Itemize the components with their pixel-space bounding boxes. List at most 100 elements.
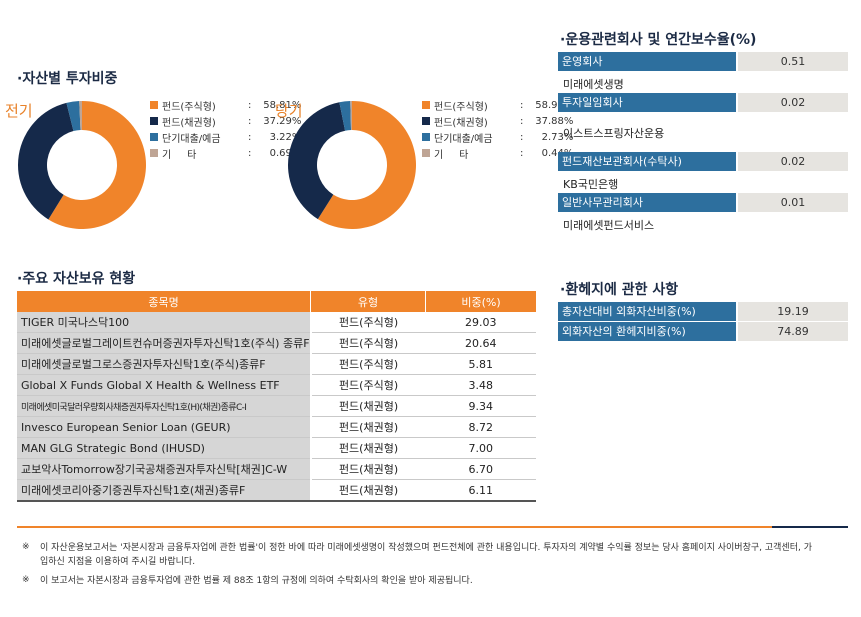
holding-name: Global X Funds Global X Health & Wellnes… xyxy=(17,374,312,396)
holding-name: 미래에셋글로벌그레이트컨슈머증권자투자신탁1호(주식) 종류F xyxy=(17,332,312,354)
fee-row: 일반사무관리회사 0.01 xyxy=(558,193,848,212)
legend-swatch xyxy=(150,149,158,157)
holding-weight: 5.81 xyxy=(425,353,536,375)
donut-slice xyxy=(317,101,416,229)
legend-separator: : xyxy=(520,115,524,127)
legend-separator: : xyxy=(520,147,524,159)
holding-weight: 3.48 xyxy=(425,374,536,396)
curr-period-donut-chart xyxy=(288,101,416,229)
holding-weight: 9.34 xyxy=(425,395,536,417)
prev-period-label: 전기 xyxy=(5,102,33,120)
fee-row: 펀드재산보관회사(수탁사) 0.02 xyxy=(558,152,848,171)
hedge-row: 총자산대비 외화자산비중(%) 19.19 xyxy=(558,302,848,321)
holdings-title: ·주요 자산보유 현황 xyxy=(17,271,136,287)
legend-label: 펀드(채권형) xyxy=(162,117,216,129)
holding-type: 펀드(채권형) xyxy=(310,395,426,417)
asset-allocation-title: ·자산별 투자비중 xyxy=(17,71,118,87)
legend-item: 기 타: 0.69% xyxy=(150,145,301,161)
fee-company: 이스트스프링자산운용 xyxy=(563,127,665,140)
donut-slice xyxy=(79,101,82,131)
legend-item: 펀드(주식형):58.81% xyxy=(150,97,301,113)
hedge-value: 19.19 xyxy=(738,302,848,321)
legend-item: 단기대출/예금: 2.73% xyxy=(422,129,573,145)
divider-orange xyxy=(17,526,772,528)
fee-role: 펀드재산보관회사(수탁사) xyxy=(558,152,738,171)
holding-type: 펀드(주식형) xyxy=(310,332,426,354)
holdings-table: 종목명 유형 비중(%) TIGER 미국나스닥100 펀드(주식형) 29.03 미… xyxy=(17,291,536,502)
fee-rate: 0.02 xyxy=(738,152,848,171)
holding-type: 펀드(채권형) xyxy=(310,437,426,459)
holding-type: 펀드(채권형) xyxy=(310,479,426,502)
curr-period-legend: 펀드(주식형):58.96% 펀드(채권형):37.88% 단기대출/예금:2.73… xyxy=(422,97,573,161)
col-header-name: 종목명 xyxy=(17,291,312,312)
fee-role: 운영회사 xyxy=(558,52,738,71)
table-row: 미래에셋글로벌그로스증권자투자신탁1호(주식)종류F 펀드(주식형) 5.81 xyxy=(17,353,536,375)
holding-weight: 20.64 xyxy=(425,332,536,354)
holding-weight: 7.00 xyxy=(425,437,536,459)
holding-weight: 6.11 xyxy=(425,479,536,502)
holding-weight: 6.70 xyxy=(425,458,536,480)
legend-separator: : xyxy=(248,131,252,143)
legend-label: 단기대출/예금 xyxy=(434,133,493,145)
donut-slice xyxy=(339,101,352,131)
hedge-title: ·환헤지에 관한 사항 xyxy=(560,282,679,298)
legend-value: 37.29% xyxy=(263,115,302,127)
legend-value: 0.69% xyxy=(269,147,302,159)
footnote-1-line-1: 이 자산운용보고서는 '자본시장과 금융투자업에 관한 법률'이 정한 바에 따… xyxy=(40,543,812,553)
hedge-label: 총자산대비 외화자산비중(%) xyxy=(558,302,738,321)
fee-role: 투자일임회사 xyxy=(558,93,738,112)
footnote-mark: ※ xyxy=(22,575,30,585)
legend-item: 단기대출/예금: 3.22% xyxy=(150,129,301,145)
donut-slice xyxy=(66,101,81,132)
table-row: Invesco European Senior Loan (GEUR) 펀드(채권… xyxy=(17,416,536,438)
holding-type: 펀드(채권형) xyxy=(310,458,426,480)
holding-name: 교보악사Tomorrow장기국공채증권자투자신탁[채권]C-W xyxy=(17,458,312,480)
fee-row: 운영회사 0.51 xyxy=(558,52,848,71)
table-row: 미래에셋글로벌그레이트컨슈머증권자투자신탁1호(주식) 종류F 펀드(주식형) 20… xyxy=(17,332,536,354)
legend-swatch xyxy=(422,117,430,125)
legend-value: 0.44% xyxy=(523,148,574,159)
legend-swatch xyxy=(150,117,158,125)
fee-company: KB국민은행 xyxy=(563,178,619,191)
legend-swatch xyxy=(150,133,158,141)
legend-value: 58.81% xyxy=(263,99,302,111)
legend-separator: : xyxy=(248,115,252,127)
holding-name: Invesco European Senior Loan (GEUR) xyxy=(17,416,312,438)
table-row: TIGER 미국나스닥100 펀드(주식형) 29.03 xyxy=(17,312,536,333)
legend-label: 펀드(채권형) xyxy=(434,117,488,129)
footnote-1-line-2: 입하신 지점을 이용하여 주시길 바랍니다. xyxy=(40,557,196,567)
table-row: 미래에셋미국달러우량회사채증권자투자신탁1호(H)(채권)종류C-I 펀드(채권형… xyxy=(17,395,536,417)
fee-company: 미래에셋생명 xyxy=(563,78,624,91)
legend-swatch xyxy=(422,133,430,141)
holding-type: 펀드(주식형) xyxy=(310,374,426,396)
legend-value: 58.96% xyxy=(535,99,574,111)
holding-type: 펀드(주식형) xyxy=(310,353,426,375)
fee-row: 투자일임회사 0.02 xyxy=(558,93,848,112)
col-header-weight: 비중(%) xyxy=(425,291,536,312)
holding-name: TIGER 미국나스닥100 xyxy=(17,312,312,333)
legend-separator: : xyxy=(248,99,252,111)
fee-role: 일반사무관리회사 xyxy=(558,193,738,212)
prev-period-donut-chart xyxy=(17,101,146,229)
legend-swatch xyxy=(150,101,158,109)
legend-swatch xyxy=(422,101,430,109)
holding-type: 펀드(주식형) xyxy=(310,312,426,333)
prev-period-legend: 펀드(주식형):58.81% 펀드(채권형):37.29% 단기대출/예금:3.22… xyxy=(150,97,301,161)
curr-period-label: 당기 xyxy=(275,102,303,120)
fee-rate: 0.51 xyxy=(738,52,848,71)
legend-label: 기 타 xyxy=(162,149,197,161)
legend-swatch xyxy=(422,149,430,157)
col-header-type: 유형 xyxy=(310,291,427,312)
donut-slice xyxy=(288,102,346,220)
donut-slice xyxy=(48,101,146,229)
holding-name: 미래에셋코리아중기증권투자신탁1호(채권)종류F xyxy=(17,479,312,502)
holding-weight: 8.72 xyxy=(425,416,536,438)
legend-label: 기 타 xyxy=(434,149,469,161)
legend-value: 3.22% xyxy=(269,131,302,143)
legend-item: 기 타:0.44% xyxy=(422,145,573,161)
holding-weight: 29.03 xyxy=(425,312,536,333)
fee-rate: 0.01 xyxy=(738,193,848,212)
legend-item: 펀드(주식형):58.96% xyxy=(422,97,573,113)
legend-separator: : xyxy=(520,99,524,111)
legend-separator: : xyxy=(520,131,524,143)
